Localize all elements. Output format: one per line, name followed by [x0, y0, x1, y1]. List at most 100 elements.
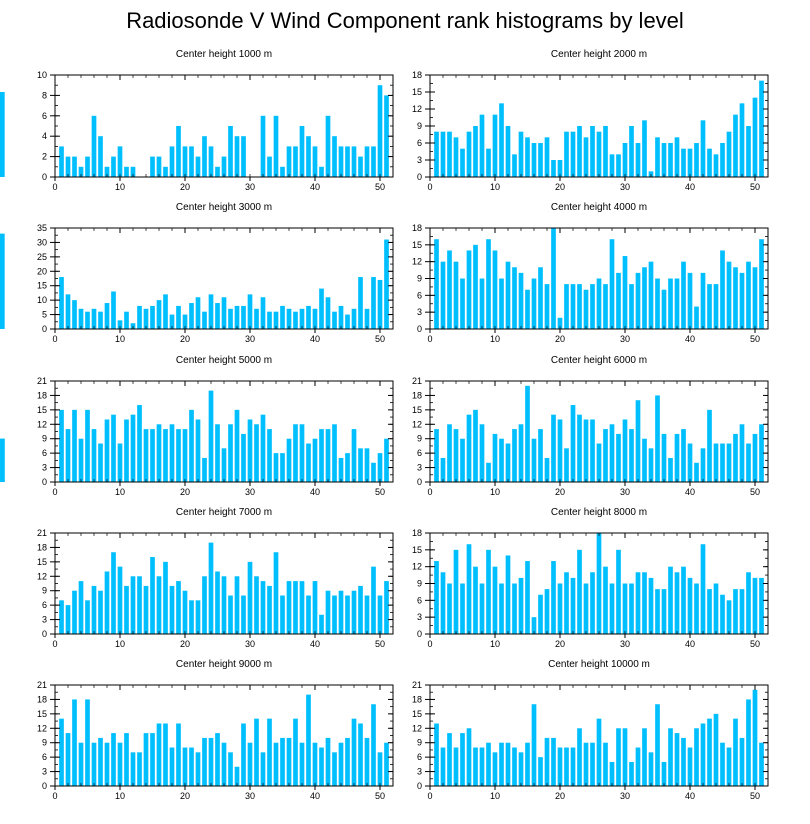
bar — [156, 300, 162, 329]
bar — [345, 146, 350, 177]
bar — [215, 166, 220, 177]
x-tick-label: 50 — [375, 791, 385, 801]
bar — [434, 131, 439, 177]
y-tick-label: 0 — [417, 324, 422, 334]
bar — [752, 433, 758, 482]
y-tick-label: 15 — [412, 405, 422, 415]
x-tick-label: 40 — [310, 487, 320, 497]
bar — [473, 747, 478, 786]
bar — [267, 156, 272, 177]
y-tick-label: 15 — [37, 281, 47, 291]
bar — [319, 747, 324, 786]
bar — [104, 742, 110, 786]
bar — [137, 405, 142, 482]
bar — [364, 595, 370, 634]
bar — [208, 390, 214, 482]
y-tick-label: 0 — [42, 477, 47, 487]
bar — [130, 414, 136, 482]
bar — [733, 589, 738, 634]
y-tick-label: 12 — [412, 257, 422, 267]
bar — [377, 453, 383, 482]
bar — [603, 566, 608, 634]
bar — [713, 713, 719, 786]
bar — [551, 228, 556, 329]
bar — [668, 728, 673, 786]
bar — [622, 583, 628, 634]
bar — [124, 733, 129, 786]
bar — [635, 400, 641, 482]
x-tick-label: 50 — [375, 487, 385, 497]
bar — [358, 156, 363, 177]
bar — [176, 723, 181, 786]
page-title: Radiosonde V Wind Component rank histogr… — [126, 8, 684, 33]
bar — [104, 419, 110, 482]
panel-title: Center height 6000 m — [551, 355, 647, 366]
bar — [570, 405, 576, 482]
bar — [681, 566, 686, 634]
bar — [371, 146, 376, 177]
bar — [629, 284, 634, 329]
bar — [124, 311, 129, 329]
bar — [531, 704, 537, 786]
x-tick-label: 20 — [555, 334, 565, 344]
bar — [371, 462, 376, 482]
bar — [635, 272, 641, 329]
bar — [583, 583, 589, 634]
bar — [661, 589, 667, 634]
bar — [492, 433, 498, 482]
bar — [299, 581, 305, 634]
x-tick-label: 50 — [375, 639, 385, 649]
bar — [59, 718, 64, 786]
bar — [518, 577, 524, 634]
y-tick-label: 18 — [37, 694, 47, 704]
bar — [746, 699, 751, 786]
bar — [694, 462, 699, 482]
bar — [609, 424, 615, 482]
bar — [544, 589, 550, 634]
bar — [557, 583, 563, 634]
y-tick-label: 3 — [417, 155, 422, 165]
bar — [72, 300, 77, 329]
bar — [332, 595, 337, 634]
bar — [78, 308, 84, 329]
bar — [479, 114, 485, 177]
bar — [733, 433, 738, 482]
bar — [117, 146, 123, 177]
bar — [371, 704, 376, 786]
bar — [700, 544, 706, 634]
y-tick-label: 18 — [412, 694, 422, 704]
bar — [564, 572, 569, 634]
bar — [332, 136, 337, 177]
y-tick-label: 3 — [42, 463, 47, 473]
bar — [720, 250, 725, 329]
y-tick-label: 4 — [42, 131, 47, 141]
x-tick-label: 10 — [490, 791, 500, 801]
bar — [98, 311, 103, 329]
bar — [648, 448, 654, 482]
bar — [163, 561, 168, 634]
x-tick-label: 20 — [180, 639, 190, 649]
bar — [221, 448, 227, 482]
bar — [130, 166, 136, 177]
bar — [306, 694, 311, 786]
bar — [726, 443, 732, 482]
histogram-panel: Center height 9000 m 0 3 6 9 12 15 18 21 0 10 20 30 4… — [37, 659, 394, 801]
bar — [694, 143, 699, 177]
x-tick-label: 30 — [620, 639, 630, 649]
bar — [286, 581, 292, 634]
x-tick-label: 30 — [620, 487, 630, 497]
bar — [486, 148, 491, 177]
bar — [195, 419, 201, 482]
bar — [460, 583, 465, 634]
bar — [124, 585, 129, 634]
bar — [687, 443, 693, 482]
y-tick-label: 9 — [417, 738, 422, 748]
bar — [473, 409, 478, 482]
y-tick-label: 21 — [37, 680, 47, 690]
bar — [531, 278, 537, 329]
x-tick-label: 10 — [490, 182, 500, 192]
y-tick-label: 15 — [37, 557, 47, 567]
x-tick-label: 0 — [427, 182, 432, 192]
bar — [169, 146, 175, 177]
